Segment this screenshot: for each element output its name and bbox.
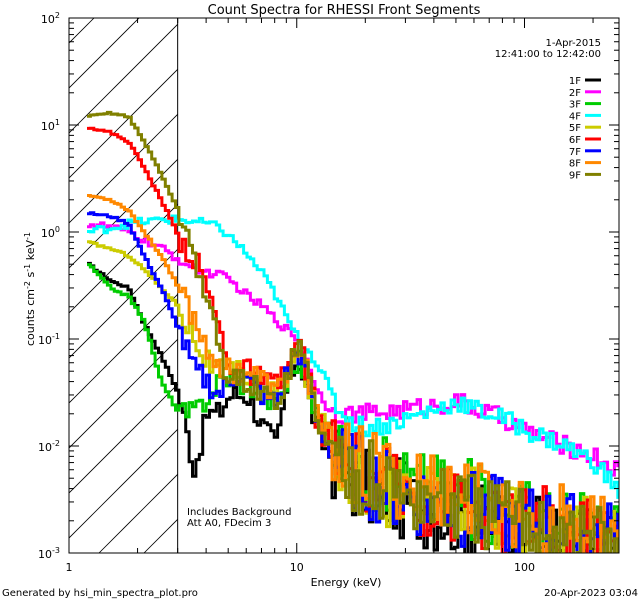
y-tick-label: 101 (41, 118, 60, 133)
y-tick-label: 10-1 (38, 332, 60, 347)
legend-label: 6F (569, 135, 581, 146)
x-tick-label: 100 (514, 561, 535, 574)
legend-label: 9F (569, 170, 581, 181)
legend-date: 1-Apr-2015 (546, 38, 601, 49)
x-axis-label: Energy (keV) (311, 576, 382, 589)
series-4F (87, 214, 619, 499)
hatch-line (69, 248, 178, 359)
annotation-background: Includes Background (187, 507, 291, 518)
hatch-line (69, 383, 178, 494)
hatch-line (69, 338, 178, 449)
legend-label: 7F (569, 147, 581, 158)
hatch-line (69, 293, 178, 404)
y-tick-label: 102 (41, 11, 60, 26)
legend-label: 3F (569, 100, 581, 111)
hatch-line (69, 113, 178, 224)
legend-time-range: 12:41:00 to 12:42:00 (495, 49, 601, 60)
series-layer (87, 110, 619, 553)
hatch-line (69, 18, 95, 44)
y-tick-labels: 10-3 10-2 10-1 100 101 102 (38, 11, 60, 561)
chart-title: Count Spectra for RHESSI Front Segments (208, 3, 481, 18)
y-tick-label: 10-3 (38, 546, 60, 561)
legend-label: 5F (569, 123, 581, 134)
plot-frame (68, 17, 620, 554)
y-axis-label: counts cm-2 s-1 keV-1 (23, 232, 37, 346)
legend-label: 4F (569, 111, 581, 122)
legend-label: 8F (569, 159, 581, 170)
annotation-attenuator: Att A0, FDecim 3 (187, 518, 271, 529)
hatch-line (69, 428, 178, 539)
y-tick-label: 100 (41, 225, 60, 240)
x-tick-labels: 1 10 100 (66, 561, 535, 574)
hatch-line (69, 158, 178, 269)
series-8F (87, 194, 619, 553)
x-tick-label: 1 (66, 561, 73, 574)
y-tick-label: 10-2 (38, 439, 60, 454)
footer-timestamp: 20-Apr-2023 03:04 (544, 588, 638, 599)
series-9F (87, 110, 619, 553)
hatched-region (69, 18, 179, 553)
axis-ticks (68, 18, 619, 554)
x-tick-label: 10 (290, 561, 304, 574)
legend-label: 1F (569, 76, 581, 87)
legend-label: 2F (569, 88, 581, 99)
footer-generated: Generated by hsi_min_spectra_plot.pro (2, 588, 198, 599)
